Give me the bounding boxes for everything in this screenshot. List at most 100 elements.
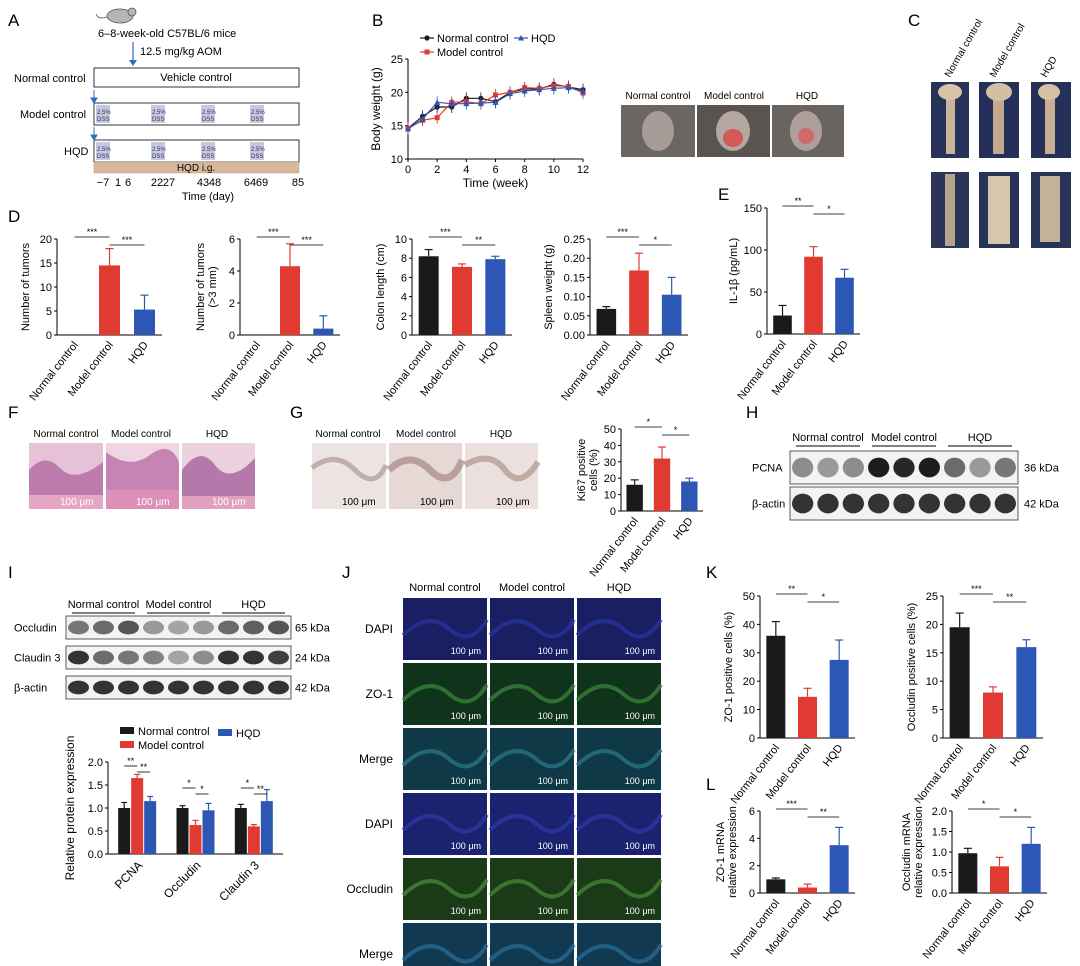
occludin-mrna-bar-chart: 0.0 0.5 1.0 1.5 2.0 Occludin mRNA relative exp… (901, 799, 1047, 961)
if-scale-label: 100 μm (451, 841, 481, 851)
time-tick: 43 (197, 177, 209, 189)
y-tick-label: 30 (743, 648, 755, 660)
blot-group-label: HQD (968, 432, 993, 444)
x-tick-label: Claudin 3 (216, 858, 262, 904)
blot-band (118, 650, 139, 665)
if-column-label: HQD (607, 582, 632, 594)
data-point (419, 116, 426, 122)
blot-band (268, 650, 289, 665)
y-axis-label-line2: (>3 mm) (207, 266, 219, 307)
time-axis-title: Time (day) (182, 191, 234, 203)
if-row-label: ZO-1 (366, 687, 394, 701)
bar (829, 845, 849, 893)
y-tick-label: 20 (743, 676, 755, 688)
panel-label-d: D (8, 207, 20, 226)
if-scale-label: 100 μm (538, 646, 568, 656)
y-tick-label: 0 (610, 506, 616, 518)
sig-label: *** (122, 235, 133, 245)
row-model-label: Model control (20, 109, 86, 121)
photo-c-label-hqd: HQD (1039, 55, 1060, 80)
blot-group-label: HQD (241, 599, 266, 611)
dss-text: DSS (202, 154, 214, 160)
blot-strip (65, 645, 292, 670)
blot-band (944, 493, 966, 514)
if-row-label: DAPI (365, 622, 393, 636)
sig-label: * (200, 784, 204, 794)
model-box (93, 102, 300, 126)
if-tissue-pattern (575, 748, 663, 769)
if-column-label: Normal control (409, 582, 481, 594)
if-scale-label: 100 μm (451, 711, 481, 721)
y-axis-label-line2: relative expression (913, 806, 925, 898)
if-scale-label: 100 μm (538, 711, 568, 721)
bar (1016, 647, 1037, 738)
if-tissue-pattern (575, 813, 663, 834)
y-tick-label: 20 (926, 619, 938, 631)
x-tick-label: Occludin (161, 858, 204, 901)
data-point (434, 99, 441, 105)
bar (983, 692, 1003, 738)
ki67-scale-normal: 100 μm (342, 497, 376, 508)
x-tick-label: HQD (1013, 897, 1038, 924)
if-tissue-pattern (488, 813, 576, 834)
blot-band (93, 680, 114, 695)
data-point (477, 100, 484, 106)
row-hqd-label: HQD (64, 146, 89, 158)
legend-marker (518, 35, 524, 41)
photo-c-label-model: Model control (988, 22, 1028, 79)
if-tissue-pattern (575, 943, 663, 964)
bar (202, 810, 215, 854)
if-tissue-pattern (575, 878, 663, 899)
y-axis-label: Spleen weight (g) (543, 244, 555, 330)
bar (773, 315, 792, 334)
blot-band (268, 620, 289, 635)
schematic-panel: 6–8-week-old C57BL/6 mice 12.5 mg/kg AOM… (14, 7, 304, 203)
legend-swatch (218, 729, 232, 736)
legend-label: Model control (437, 47, 503, 59)
y-tick-label: 6 (229, 234, 235, 246)
photo-b-label-model: Model control (704, 91, 764, 102)
x-tick-label: 6 (492, 164, 498, 176)
protein-expression-grouped-bar-chart: 0.0 0.5 1.0 1.5 2.0 Relative protein expressi… (63, 726, 283, 904)
ki67-scale-model: 100 μm (420, 497, 454, 508)
y-axis-label: Colon length (cm) (375, 244, 387, 331)
he-label-hqd: HQD (206, 429, 228, 440)
vehicle-label: Vehicle control (160, 72, 232, 84)
mice-label: 6–8-week-old C57BL/6 mice (98, 28, 236, 40)
y-tick-label: 0.5 (932, 868, 947, 880)
sig-label: ** (140, 762, 148, 772)
legend-swatch (120, 727, 134, 734)
sig-label: *** (971, 584, 982, 594)
dss-block (250, 142, 264, 160)
sig-label: * (647, 417, 651, 427)
if-row-label: Merge (359, 752, 393, 766)
y-tick-label: 0 (756, 329, 762, 341)
y-tick-label: 0.5 (88, 826, 103, 838)
if-image (403, 858, 487, 920)
bar (596, 308, 617, 335)
y-tick-label: 0.0 (932, 888, 947, 900)
y-tick-label: 0.25 (564, 234, 585, 246)
sig-label: ** (794, 196, 802, 206)
if-image (490, 598, 574, 660)
y-tick-label: 25 (391, 54, 403, 66)
blot-row-label: β-actin (14, 683, 47, 695)
x-tick-label: HQD (1008, 742, 1033, 769)
y-tick-label: 6 (401, 272, 407, 284)
blot-band (118, 620, 139, 635)
if-tissue-pattern (401, 748, 489, 769)
blot-strip (65, 615, 292, 640)
y-tick-label: 0.15 (564, 272, 585, 284)
y-tick-label: 2 (229, 298, 235, 310)
sig-label: *** (301, 235, 312, 245)
blot-band (93, 620, 114, 635)
bar (452, 266, 472, 335)
y-tick-label: 1.5 (932, 827, 947, 839)
y-tick-label: 10 (604, 490, 616, 502)
panel-label-i: I (8, 563, 13, 582)
ki67-scale-hqd: 100 μm (496, 497, 530, 508)
blot-band (193, 680, 214, 695)
